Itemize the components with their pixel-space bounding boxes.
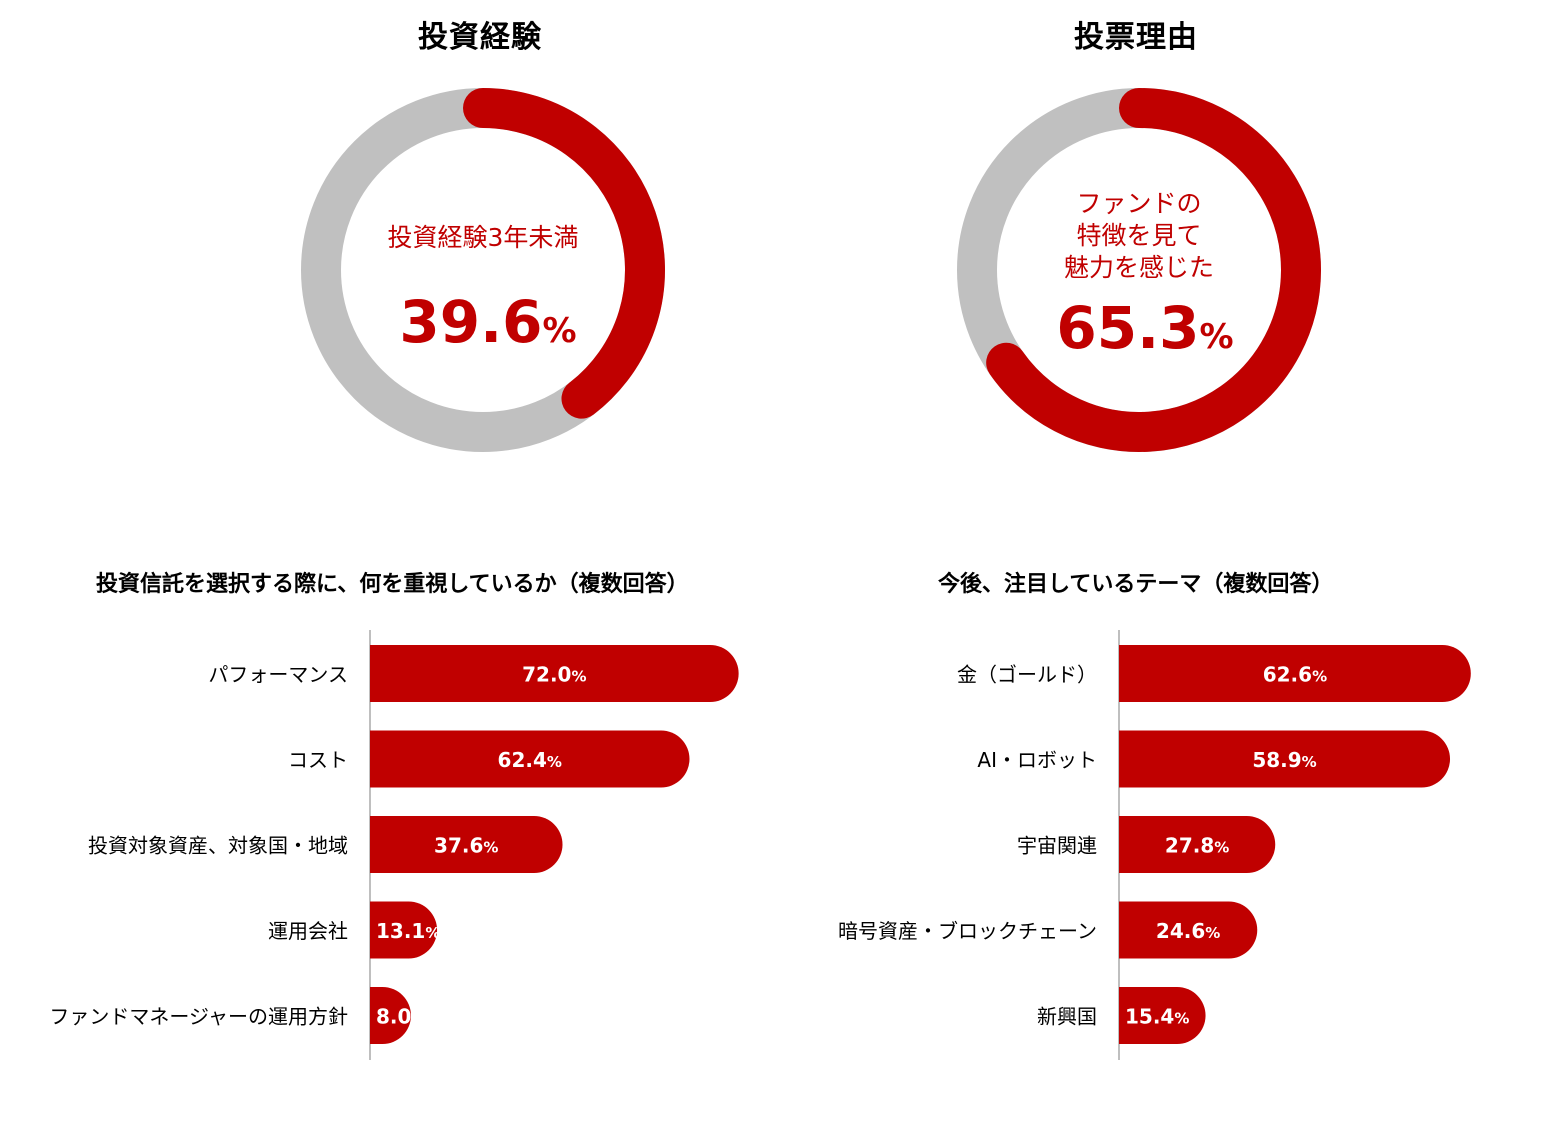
donut-title-investment-experience: 投資経験 <box>418 20 542 55</box>
donut-center-value: 39.6% <box>338 290 638 363</box>
bar <box>1119 730 1451 788</box>
bar <box>1119 816 1276 873</box>
bar <box>370 730 690 788</box>
bar-chart-title-selection-criteria: 投資信託を選択する際に、何を重視しているか（複数回答） <box>96 572 689 597</box>
bar-category-label: 新興国 <box>1037 1005 1097 1029</box>
bar-value-label: 62.4% <box>498 748 562 772</box>
donut-value-unit: % <box>542 311 577 351</box>
bar-category-label: 投資対象資産、対象国・地域 <box>88 834 348 858</box>
bar-chart-selection-criteria: パフォーマンス 72.0% コスト 62.4% 投資対象資産、対象国・地域 37.6% 運用… <box>49 630 739 1060</box>
bar-value-label: 37.6% <box>434 834 498 858</box>
bar-chart-title-themes: 今後、注目しているテーマ（複数回答） <box>938 572 1334 597</box>
bar <box>370 645 739 702</box>
bar-value-label: 62.6% <box>1263 663 1327 687</box>
donut-title-vote-reason: 投票理由 <box>1074 20 1198 55</box>
bar-chart-themes: 金（ゴールド） 62.6% AI・ロボット 58.9% 宇宙関連 27.8% 暗号資産・ブロ… <box>838 630 1471 1060</box>
donut-center-label: 投資経験3年未満 <box>387 223 579 252</box>
bar <box>370 816 563 873</box>
bar-value-label: 15.4% <box>1125 1005 1189 1029</box>
bar <box>1119 987 1206 1044</box>
bar <box>370 987 411 1044</box>
donut-slice-value <box>986 88 1321 452</box>
bar-category-label: ファンドマネージャーの運用方針 <box>49 1005 348 1029</box>
bar-value-label: 24.6% <box>1156 919 1220 943</box>
bar-category-label: 宇宙関連 <box>1017 834 1097 858</box>
bar <box>1119 645 1471 702</box>
donut-chart-investment-experience <box>301 88 665 452</box>
bar-category-label: 金（ゴールド） <box>957 663 1097 687</box>
bar-category-label: 運用会社 <box>268 919 348 943</box>
bar-category-label: AI・ロボット <box>977 748 1097 772</box>
bar-value-label: 27.8% <box>1165 834 1229 858</box>
bar-value-label: 13.1% <box>376 919 440 943</box>
donut-slice-value <box>463 88 665 419</box>
donut-chart-vote-reason <box>957 88 1321 452</box>
donut-value-unit: % <box>1199 317 1234 357</box>
donut-value-number: 65.3 <box>1056 294 1200 362</box>
donut-value-number: 39.6 <box>399 288 543 356</box>
donut-center-label: ファンドの 特徴を見て 魅力を感じた <box>1063 189 1214 282</box>
bar <box>1119 901 1258 959</box>
bar-value-label: 72.0% <box>522 663 586 687</box>
bar <box>370 901 438 959</box>
donut-center-value: 65.3% <box>995 296 1295 369</box>
bar-value-label: 58.9% <box>1252 748 1316 772</box>
bar-value-label: 8.0% <box>376 1005 426 1029</box>
bar-category-label: コスト <box>288 748 348 772</box>
bar-category-label: パフォーマンス <box>208 663 348 687</box>
bar-category-label: 暗号資産・ブロックチェーン <box>838 919 1097 943</box>
